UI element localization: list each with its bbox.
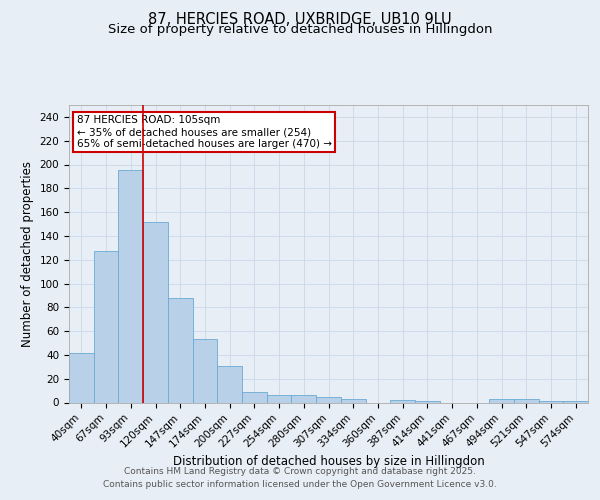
Bar [94,252,118,402]
Bar [143,222,168,402]
Bar [118,170,143,402]
Text: Contains HM Land Registry data © Crown copyright and database right 2025.: Contains HM Land Registry data © Crown c… [124,467,476,476]
Text: Contains public sector information licensed under the Open Government Licence v3: Contains public sector information licen… [103,480,497,489]
Bar [390,400,415,402]
Bar [69,352,94,403]
Bar [267,396,292,402]
Bar [168,298,193,403]
Bar [292,396,316,402]
Bar [514,399,539,402]
Bar [217,366,242,403]
Text: 87, HERCIES ROAD, UXBRIDGE, UB10 9LU: 87, HERCIES ROAD, UXBRIDGE, UB10 9LU [148,12,452,28]
Text: Size of property relative to detached houses in Hillingdon: Size of property relative to detached ho… [108,22,492,36]
Y-axis label: Number of detached properties: Number of detached properties [21,161,34,347]
Bar [489,399,514,402]
Text: 87 HERCIES ROAD: 105sqm
← 35% of detached houses are smaller (254)
65% of semi-d: 87 HERCIES ROAD: 105sqm ← 35% of detache… [77,116,332,148]
Bar [316,396,341,402]
Bar [193,340,217,402]
Bar [242,392,267,402]
Bar [341,399,365,402]
X-axis label: Distribution of detached houses by size in Hillingdon: Distribution of detached houses by size … [173,454,484,468]
